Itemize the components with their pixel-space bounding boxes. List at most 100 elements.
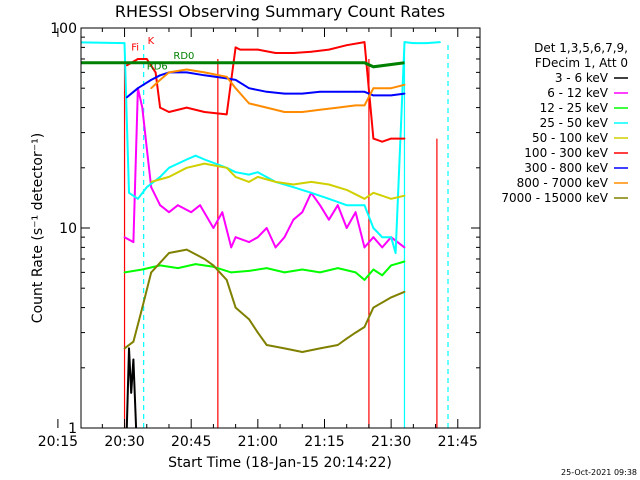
- series-4-point-10: [310, 181, 313, 183]
- series-2-point-9: [283, 271, 286, 274]
- series-1-point-26: [345, 227, 348, 229]
- series-3-point-26: [412, 42, 415, 44]
- series-2-point-18: [403, 260, 406, 263]
- series-3-point-12: [234, 171, 237, 174]
- legend-label-7: 800 - 7000 keV: [517, 176, 609, 190]
- series-1-point-19: [283, 236, 286, 239]
- series-0-point-2: [130, 391, 133, 394]
- series-6-point-0: [125, 96, 128, 99]
- series-3-point-24: [394, 252, 397, 254]
- series-7-point-8: [265, 106, 268, 109]
- series-4-point-8: [274, 181, 277, 183]
- series-2-point-0: [123, 271, 126, 274]
- series-6-point-17: [372, 94, 375, 97]
- series-5-point-19: [381, 140, 384, 143]
- legend-label-8: 7000 - 15000 keV: [501, 191, 608, 205]
- series-6-point-18: [390, 94, 392, 97]
- y-tick-label-1: 10: [59, 221, 77, 237]
- series-7-point-2: [168, 71, 170, 74]
- series-1-point-14: [234, 236, 237, 239]
- series-3-point-5: [159, 176, 162, 178]
- series-7-point-11: [319, 108, 321, 111]
- series-1-point-23: [319, 204, 321, 207]
- series-6-point-2: [150, 79, 153, 81]
- series-7-point-0: [150, 87, 153, 90]
- series-8-point-21: [390, 296, 392, 299]
- series-1-point-21: [301, 211, 304, 214]
- x-tick-label-1: 20:30: [104, 434, 144, 450]
- series-6-point-1: [137, 87, 139, 90]
- legend: Det 1,3,5,6,7,9,FDecim 1, Att 03 - 6 keV…: [501, 41, 628, 205]
- series-2-point-10: [301, 268, 304, 271]
- series-5-point-14: [310, 50, 313, 53]
- series-3-point-19: [345, 204, 348, 207]
- legend-label-3: 25 - 50 keV: [540, 116, 609, 130]
- series-8-point-4: [168, 252, 170, 254]
- x-tick-label-4: 21:15: [304, 434, 344, 450]
- series-8-point-0: [123, 347, 126, 350]
- series-5-point-11: [256, 48, 259, 51]
- series-8-point-3: [150, 271, 153, 274]
- series-4-point-0: [150, 181, 153, 183]
- series-2-point-2: [159, 264, 162, 267]
- series-4-point-1: [168, 176, 170, 178]
- series-3-point-7: [177, 162, 179, 165]
- series-0-point-3: [132, 358, 135, 361]
- x-tick-label-5: 21:30: [371, 434, 411, 450]
- series-7-point-3: [185, 68, 188, 71]
- series-1-point-7: [168, 211, 170, 214]
- series-4-point-15: [390, 197, 392, 200]
- series-1-point-4: [145, 147, 148, 150]
- series-3-point-17: [310, 191, 313, 194]
- series-line-7: [150, 68, 405, 113]
- series-2-point-15: [372, 268, 375, 271]
- series-2-point-12: [336, 267, 339, 269]
- series-line-5: [126, 41, 405, 143]
- series-5-point-4: [159, 106, 162, 109]
- series-1-point-16: [256, 236, 259, 239]
- series-5-point-16: [345, 44, 348, 47]
- legend-label-2: 12 - 25 keV: [540, 101, 609, 115]
- series-5-point-12: [274, 52, 277, 54]
- series-1-point-9: [190, 211, 193, 214]
- series-4-point-16: [403, 194, 406, 197]
- series-7-point-14: [363, 104, 366, 107]
- series-3-point-2: [128, 191, 130, 194]
- series-1-point-1: [132, 241, 135, 244]
- series-8-point-9: [234, 306, 237, 309]
- series-1-point-17: [265, 227, 268, 229]
- y-axis-title: Count Rate (s⁻¹ detector⁻¹): [30, 133, 46, 323]
- series-3-point-1: [123, 42, 126, 44]
- series-6-point-9: [248, 87, 250, 90]
- legend-label-1: 6 - 12 keV: [547, 86, 609, 100]
- series-5-point-3: [154, 71, 157, 74]
- series-2-point-4: [194, 263, 197, 265]
- series-8-point-13: [283, 347, 286, 350]
- series-1-point-30: [381, 246, 384, 249]
- x-tick-label-3: 21:00: [238, 434, 278, 450]
- legend-header-0: Det 1,3,5,6,7,9,: [534, 41, 628, 55]
- series-1-point-6: [159, 204, 162, 207]
- series-7-point-15: [372, 87, 375, 90]
- series-6-point-5: [185, 71, 188, 74]
- series-3-point-16: [292, 186, 295, 189]
- series-3-point-18: [328, 197, 330, 200]
- series-6-point-11: [283, 92, 286, 95]
- series-1-point-8: [177, 204, 179, 207]
- series-5-point-10: [239, 48, 242, 51]
- series-1-point-24: [328, 218, 330, 221]
- series-8-point-11: [256, 331, 259, 334]
- x-tick-label-2: 20:45: [171, 434, 211, 450]
- series-1-point-5: [150, 186, 153, 189]
- series-6-point-8: [234, 79, 237, 81]
- series-8-point-10: [248, 318, 250, 321]
- series-3-point-3: [137, 197, 139, 200]
- series-2-point-6: [230, 271, 233, 274]
- series-4-point-6: [248, 181, 250, 183]
- series-6-point-3: [159, 74, 162, 77]
- series-5-point-8: [225, 113, 228, 116]
- series-2-point-8: [265, 267, 268, 269]
- series-6-point-6: [203, 74, 206, 77]
